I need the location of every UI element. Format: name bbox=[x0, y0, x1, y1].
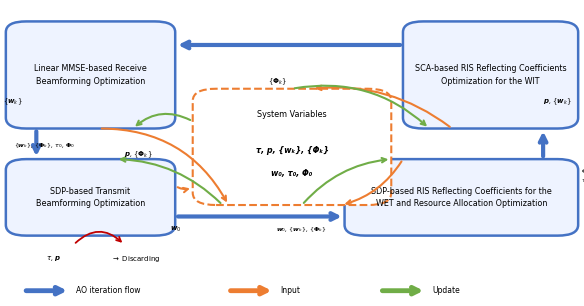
Text: $\boldsymbol{\Phi}_0$, $\tau_0$,
$\tau$, $\boldsymbol{p}$: $\boldsymbol{\Phi}_0$, $\tau_0$, $\tau$,… bbox=[581, 167, 584, 185]
Text: $\boldsymbol{p}$, $\{\boldsymbol{w}_k\}$: $\boldsymbol{p}$, $\{\boldsymbol{w}_k\}$ bbox=[543, 96, 572, 107]
FancyBboxPatch shape bbox=[345, 159, 578, 236]
Text: $\boldsymbol{w}_0$, $\{\boldsymbol{w}_k\}$, $\{\boldsymbol{\Phi}_k\}$: $\boldsymbol{w}_0$, $\{\boldsymbol{w}_k\… bbox=[276, 225, 326, 234]
Text: Linear MMSE-based Receive
Beamforming Optimization: Linear MMSE-based Receive Beamforming Op… bbox=[34, 64, 147, 86]
Text: SDP-based RIS Reflecting Coefficients for the
WET and Resource Allocation Optimi: SDP-based RIS Reflecting Coefficients fo… bbox=[371, 187, 552, 208]
FancyBboxPatch shape bbox=[403, 21, 578, 129]
Text: $\boldsymbol{p}$, $\{\boldsymbol{\Phi}_k\}$: $\boldsymbol{p}$, $\{\boldsymbol{\Phi}_k… bbox=[124, 150, 153, 160]
Text: $\tau$, $\boldsymbol{p}$: $\tau$, $\boldsymbol{p}$ bbox=[46, 254, 61, 263]
Text: $\{\boldsymbol{w}_k\}$, $\{\boldsymbol{\Phi}_k\}$, $\tau_0$, $\boldsymbol{\Phi}_: $\{\boldsymbol{w}_k\}$, $\{\boldsymbol{\… bbox=[14, 141, 75, 150]
Text: AO iteration flow: AO iteration flow bbox=[76, 286, 140, 295]
FancyBboxPatch shape bbox=[6, 159, 175, 236]
Text: $\{\boldsymbol{w}_k\}$: $\{\boldsymbol{w}_k\}$ bbox=[3, 96, 23, 107]
Text: w₀, τ₀, Φ₀: w₀, τ₀, Φ₀ bbox=[272, 169, 312, 178]
FancyBboxPatch shape bbox=[193, 89, 391, 205]
Text: $\boldsymbol{w}_0$: $\boldsymbol{w}_0$ bbox=[169, 225, 181, 234]
Text: SCA-based RIS Reflecting Coefficients
Optimization for the WIT: SCA-based RIS Reflecting Coefficients Op… bbox=[415, 64, 566, 86]
Text: $\rightarrow$ Discarding: $\rightarrow$ Discarding bbox=[111, 254, 160, 264]
Text: System Variables: System Variables bbox=[257, 110, 327, 119]
Text: Input: Input bbox=[280, 286, 300, 295]
Text: Update: Update bbox=[432, 286, 460, 295]
Text: $\{\boldsymbol{\Phi}_k\}$: $\{\boldsymbol{\Phi}_k\}$ bbox=[268, 77, 287, 87]
Text: τ, p, {wₖ}, {Φₖ}: τ, p, {wₖ}, {Φₖ} bbox=[256, 146, 328, 155]
FancyBboxPatch shape bbox=[6, 21, 175, 129]
Text: SDP-based Transmit
Beamforming Optimization: SDP-based Transmit Beamforming Optimizat… bbox=[36, 187, 145, 208]
